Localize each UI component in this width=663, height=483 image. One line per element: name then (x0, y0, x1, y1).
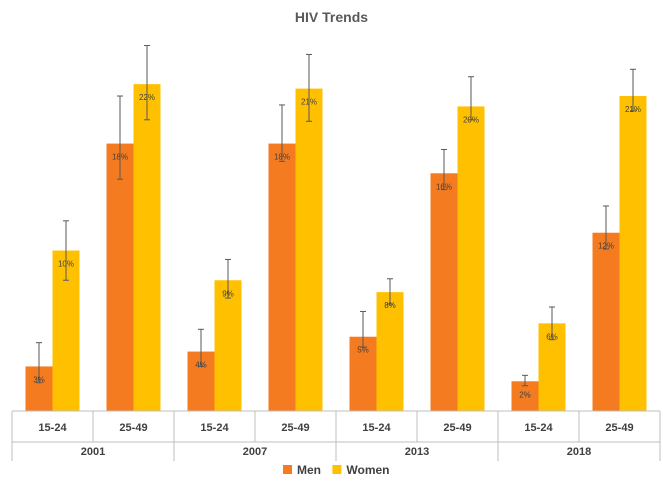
category-tick-label: 15-24 (524, 422, 553, 434)
error-bar (279, 104, 285, 162)
legend-label: Women (346, 463, 389, 477)
error-bar (630, 68, 636, 112)
category-tick-label: 15-24 (38, 422, 67, 434)
data-label: 5% (357, 346, 369, 355)
year-tick-label: 2007 (243, 446, 267, 458)
data-label: 12% (598, 242, 614, 251)
error-bar (360, 310, 366, 348)
data-label: 20% (463, 115, 479, 124)
x-axis: 15-24 25-49 2001 15-24 25-49 2007 15-24 25-49 20… (11, 410, 661, 461)
data-label: 16% (436, 182, 452, 191)
error-bar (306, 53, 312, 122)
category-tick-label: 25-49 (443, 422, 471, 434)
error-bar (198, 328, 204, 367)
error-bar (549, 306, 555, 341)
bars-layer: 3% 10% 18% 22% 4% 9% 18% 21% 5% 8% 16% 20% 2% 6% 12% 21… (25, 45, 647, 412)
category-tick-label: 25-49 (119, 422, 147, 434)
category-tick-label: 15-24 (200, 422, 229, 434)
legend: Men Women (283, 463, 390, 477)
bar-men-7 (592, 232, 620, 411)
data-label: 8% (384, 301, 396, 310)
error-bar (441, 149, 447, 191)
bar-men-4 (349, 336, 377, 411)
chart-title: HIV Trends (295, 9, 368, 25)
year-tick-label: 2001 (81, 446, 105, 458)
data-label: 21% (301, 98, 317, 107)
bar-men-3 (268, 143, 296, 412)
bar-women-2 (214, 280, 242, 411)
error-bar (387, 278, 393, 305)
bar-women-1 (133, 84, 161, 412)
error-bar (225, 258, 231, 299)
bar-men-1 (106, 143, 134, 412)
category-tick-label: 15-24 (362, 422, 391, 434)
bar-men-5 (430, 173, 458, 411)
data-label: 10% (58, 260, 74, 269)
error-bar (522, 374, 528, 387)
error-bar (117, 95, 123, 180)
data-label: 21% (625, 105, 641, 114)
data-label: 9% (222, 289, 234, 298)
legend-swatch (283, 465, 292, 474)
data-label: 4% (195, 361, 207, 370)
error-bar (63, 220, 69, 281)
legend-item-women: Women (332, 463, 390, 477)
error-bar (36, 342, 42, 384)
error-bar (144, 45, 150, 121)
year-tick-label: 2013 (405, 446, 429, 458)
bar-women-5 (457, 106, 485, 411)
year-tick-label: 2018 (567, 446, 591, 458)
data-label: 22% (139, 93, 155, 102)
data-label: 6% (546, 332, 558, 341)
data-label: 2% (519, 390, 531, 399)
error-bar (468, 76, 474, 121)
bar-women-3 (295, 88, 323, 411)
category-tick-label: 25-49 (281, 422, 309, 434)
error-bar (603, 205, 609, 250)
legend-item-men: Men (283, 463, 321, 477)
data-label: 18% (112, 153, 128, 162)
bar-women-7 (619, 96, 647, 412)
data-label: 18% (274, 153, 290, 162)
data-label: 3% (33, 375, 45, 384)
legend-label: Men (297, 463, 321, 477)
category-tick-label: 25-49 (605, 422, 633, 434)
legend-swatch (332, 465, 342, 474)
bar-women-4 (376, 292, 404, 411)
